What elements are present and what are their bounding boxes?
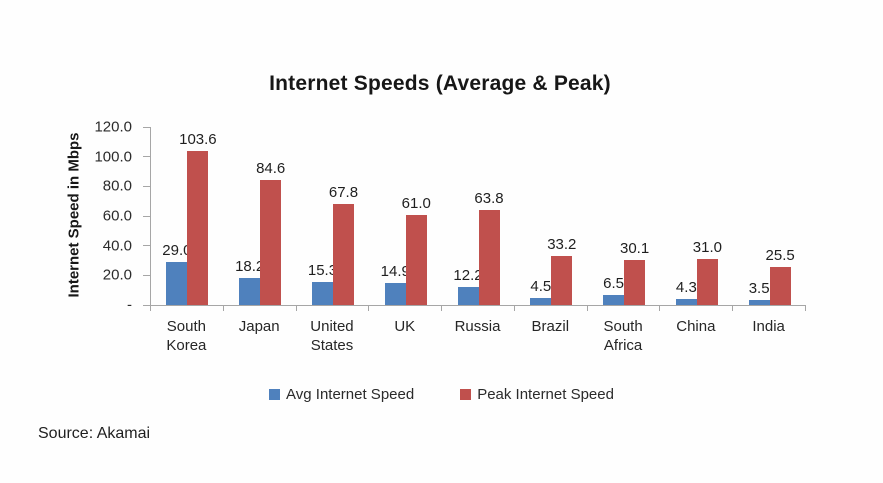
data-label: 61.0 xyxy=(401,194,431,212)
data-label: 103.6 xyxy=(179,131,217,149)
peak-bar-russia: 63.8 xyxy=(474,190,504,305)
peak-bar-uk: 61.0 xyxy=(402,195,431,305)
y-tick-mark xyxy=(143,126,150,128)
x-tick-mark xyxy=(222,306,224,311)
x-axis-category-labels: South Korea Japan United States UK Russia Bra… xyxy=(150,317,805,355)
data-label: 31.0 xyxy=(692,239,722,257)
legend-label: Peak Internet Speed xyxy=(477,386,614,403)
x-tick-mark xyxy=(150,306,151,311)
y-tick-label: 40.0 xyxy=(102,237,132,255)
avg-bar-india: 3.5 xyxy=(748,280,770,305)
category-label-south-africa: South Africa xyxy=(603,318,643,354)
legend-label: Avg Internet Speed xyxy=(286,386,415,403)
y-tick-label: - xyxy=(127,296,132,314)
peak-bar-india: 25.5 xyxy=(766,247,795,305)
bar-group-south-korea: 29.0 103.6 xyxy=(151,127,224,305)
data-label: 67.8 xyxy=(328,184,359,202)
x-tick-mark xyxy=(441,306,443,311)
y-axis-ticks: - 20.0 40.0 60.0 80.0 100.0 120.0 xyxy=(0,119,150,314)
data-label: 25.5 xyxy=(765,247,795,265)
bar-group-uk: 14.9 61.0 xyxy=(369,127,442,305)
bar-group-japan: 18.2 84.6 xyxy=(224,127,297,305)
avg-bar-south-korea: 29.0 xyxy=(162,242,191,305)
bar-group-united-states: 15.3 67.8 xyxy=(297,127,370,305)
data-label: 3.5 xyxy=(748,279,770,297)
legend-swatch-icon xyxy=(460,389,472,400)
y-tick-mark xyxy=(143,304,150,306)
data-label: 15.3 xyxy=(307,262,338,280)
bar-group-russia: 12.2 63.8 xyxy=(442,127,515,305)
data-label: 33.2 xyxy=(547,235,577,253)
y-tick-mark xyxy=(143,215,150,217)
avg-bar-china: 4.3 xyxy=(675,279,697,305)
y-tick-label: 60.0 xyxy=(102,207,132,225)
category-label-japan: Japan xyxy=(238,318,280,335)
y-tick-label: 80.0 xyxy=(102,177,132,195)
y-tick-mark xyxy=(143,156,150,158)
y-tick-label: 100.0 xyxy=(94,148,132,166)
peak-bar-brazil: 33.2 xyxy=(547,236,576,305)
x-tick-mark xyxy=(732,306,734,311)
peak-bar-united-states: 67.8 xyxy=(329,184,358,305)
avg-bar-brazil: 4.5 xyxy=(530,278,552,305)
y-tick-label: 20.0 xyxy=(102,266,132,284)
legend-item-peak-internet-speed: Peak Internet Speed xyxy=(460,386,614,403)
x-axis-ticks xyxy=(150,305,806,311)
x-tick-mark xyxy=(368,306,370,311)
avg-bar-uk: 14.9 xyxy=(381,263,410,305)
plot-area: 29.0 103.6 18.2 84.6 15.3 67.8 14.9 61.0 12.2 63.… xyxy=(150,127,806,306)
x-tick-mark xyxy=(659,306,661,311)
bar-group-china: 4.3 31.0 xyxy=(660,127,733,305)
avg-bar-russia: 12.2 xyxy=(453,267,483,305)
y-tick-mark xyxy=(143,185,150,187)
data-label: 4.3 xyxy=(675,278,697,296)
category-label-china: China xyxy=(676,318,716,335)
category-label-uk: UK xyxy=(394,318,416,335)
legend-item-avg-internet-speed: Avg Internet Speed xyxy=(269,386,414,403)
y-tick-mark xyxy=(143,245,150,247)
data-label: 18.2 xyxy=(235,258,265,276)
bar-group-south-africa: 6.5 30.1 xyxy=(588,127,661,305)
data-label: 29.0 xyxy=(162,241,192,259)
x-tick-mark xyxy=(295,306,297,311)
legend-swatch-icon xyxy=(269,389,281,400)
avg-bar-japan: 18.2 xyxy=(235,258,264,305)
bar-group-brazil: 4.5 33.2 xyxy=(515,127,588,305)
data-label: 12.2 xyxy=(453,266,483,284)
avg-bar-united-states: 15.3 xyxy=(308,262,337,305)
avg-bar-south-africa: 6.5 xyxy=(603,275,625,305)
data-label: 63.8 xyxy=(474,190,504,208)
peak-bar-south-africa: 30.1 xyxy=(620,240,649,305)
category-label-south-korea: South Korea xyxy=(166,318,207,354)
peak-bar-south-korea: 103.6 xyxy=(179,131,217,305)
source-note: Source: Akamai xyxy=(38,425,151,442)
category-label-united-states: United States xyxy=(310,318,354,354)
data-label: 4.5 xyxy=(530,278,552,296)
x-tick-mark xyxy=(513,306,515,311)
x-tick-mark xyxy=(586,306,588,311)
peak-bar-china: 31.0 xyxy=(693,239,722,305)
data-label: 6.5 xyxy=(603,275,625,293)
x-tick-mark xyxy=(805,306,806,311)
chart-title: Internet Speeds (Average & Peak) xyxy=(269,72,611,95)
category-label-russia: Russia xyxy=(454,318,501,335)
y-tick-label: 120.0 xyxy=(94,118,132,136)
data-label: 84.6 xyxy=(256,159,286,177)
chart-legend: Avg Internet Speed Peak Internet Speed xyxy=(0,386,883,403)
peak-bar-japan: 84.6 xyxy=(256,160,285,305)
y-tick-mark xyxy=(143,274,150,276)
data-label: 14.9 xyxy=(380,262,410,280)
category-label-india: India xyxy=(752,318,785,335)
category-label-brazil: Brazil xyxy=(531,318,570,335)
data-label: 30.1 xyxy=(619,240,650,258)
bar-group-india: 3.5 25.5 xyxy=(733,127,806,305)
